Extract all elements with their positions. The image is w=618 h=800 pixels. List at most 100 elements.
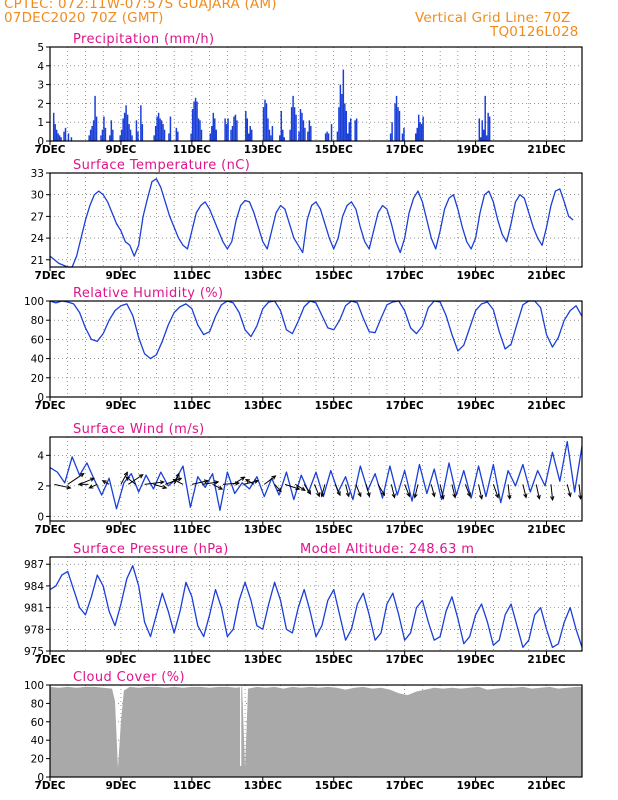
wind-vector [404,484,410,497]
wind-vector-head [101,480,107,485]
precip-bar [236,120,238,141]
run-date: 07DEC2020 70Z (GMT) [4,10,164,26]
x-tick-label: 15DEC [315,654,354,666]
wind-vector-head [466,492,471,498]
wind-vector-head [253,479,260,484]
precip-bar [394,103,396,141]
y-tick-label: 0 [37,136,44,148]
panel-title: Precipitation (mm/h) [73,32,214,47]
panel-title: Surface Wind (m/s) [73,422,205,437]
precip-bar [310,125,312,141]
y-tick-label: 100 [24,296,44,308]
x-tick-label: 11DEC [173,524,212,536]
precip-bar [326,131,328,141]
precip-bar [282,129,284,141]
precip-bar [389,133,392,141]
precip-bar [215,129,217,141]
wind-vector [67,473,85,485]
precip-bar [63,131,65,141]
precip-bar [199,120,201,141]
wind-vector-head [523,493,528,499]
precip-bar [398,110,401,141]
wind-vector-head [138,474,144,479]
precip-bar [330,124,333,141]
precip-bar [478,118,481,141]
y-tick-label: 80 [31,698,44,710]
x-tick-label: 21DEC [527,400,566,412]
precip-bar [249,125,251,141]
precip-bar [279,135,281,141]
wind-vector [535,484,540,499]
x-tick-label: 19DEC [456,654,495,666]
precip-bar [348,122,350,141]
precip-bar [420,124,423,141]
x-tick-label: 7DEC [35,144,66,156]
precip-bar [336,131,339,141]
wind-vector [284,483,300,490]
y-tick-label: 1 [37,117,44,129]
panel-frame [49,172,583,268]
precip-bar [135,120,138,141]
wind-vector-head [391,493,396,499]
x-tick-label: 11DEC [173,270,212,282]
wind-vector-head [345,492,351,498]
wind-vector-head [431,492,436,498]
x-tick-label: 21DEC [527,654,566,666]
wind-vector-head [357,492,362,498]
precip-bar [94,95,96,141]
x-tick-label: 17DEC [386,654,425,666]
panel-subtitle: Model Altitude: 248.63 m [300,542,474,557]
panel-frame [49,684,583,778]
wind-vector-head [380,491,386,497]
x-tick-label: 19DEC [456,144,495,156]
wind-vector-head [177,477,183,482]
y-tick-label: 0 [37,772,44,784]
x-tick-label: 11DEC [173,780,212,792]
precip-bar [262,107,265,141]
x-tick-label: 11DEC [173,144,212,156]
wind-vector [102,480,110,485]
precip-bar [397,107,399,141]
precip-bar [64,127,67,141]
precip-bar [193,101,195,141]
wind-vector [365,484,370,497]
precip-bar [264,99,266,141]
wind-vector [120,472,128,485]
y-tick-label: 40 [31,354,44,366]
precip-bar [487,112,489,141]
wind-vector [334,484,341,496]
precip-bar [58,135,61,141]
precip-bar [293,107,296,141]
precip-bar [265,103,268,141]
y-tick-label: 978 [24,624,44,636]
precip-bar [403,127,405,141]
wind-vector-head [66,485,72,490]
wind-vector-head [125,476,131,481]
precip-bar [157,112,160,141]
series-line [49,178,574,268]
x-tick-label: 19DEC [456,524,495,536]
precip-bar [224,118,226,141]
precip-bar [338,107,340,141]
wind-vector-head [88,484,94,489]
wind-vector-head [413,493,418,499]
y-tick-label: 33 [31,168,44,180]
precip-bar [197,118,200,141]
panel-frame [49,556,583,652]
precip-bar [169,116,172,141]
x-tick-label: 9DEC [105,524,136,536]
wind-vector-head [277,487,282,493]
precip-bar [271,125,274,141]
y-tick-label: 2 [37,481,44,493]
precip-bar [214,118,216,141]
wind-vector [89,483,98,489]
x-tick-label: 13DEC [244,524,283,536]
precip-bar [230,129,232,141]
x-tick-label: 15DEC [315,780,354,792]
y-tick-label: 2 [37,98,44,110]
x-tick-label: 19DEC [456,400,495,412]
precip-bar [344,103,346,141]
precip-bar [485,135,488,141]
x-tick-label: 21DEC [527,144,566,156]
precip-bar [268,129,271,141]
